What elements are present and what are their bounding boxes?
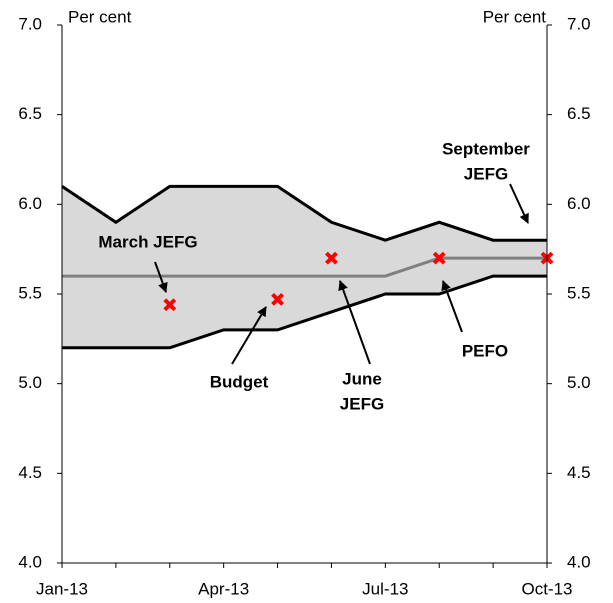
y-axis-label: Per cent [68, 7, 132, 26]
y-tick-label: 7.0 [18, 14, 42, 33]
annotation-arrow [441, 280, 463, 333]
x-tick-label: Jul-13 [362, 579, 408, 598]
line [62, 256, 547, 278]
annotation: June [342, 369, 382, 388]
marker [325, 251, 338, 265]
y2-tick-label: 5.0 [567, 373, 591, 392]
line [62, 274, 547, 350]
y2-axis-label: Per cent [483, 7, 547, 26]
line [61, 184, 547, 242]
y2-tick-label: 4.5 [567, 463, 591, 482]
y2-tick-label: 6.5 [567, 104, 591, 123]
annotation: JEFG [464, 164, 508, 183]
annotation-arrow [154, 261, 168, 293]
y-tick-label: 4.0 [18, 552, 42, 571]
annotation: JEFG [340, 394, 384, 413]
y2-tick-label: 7.0 [567, 14, 591, 33]
y-tick-label: 4.5 [18, 463, 42, 482]
y2-tick-label: 4.0 [567, 552, 591, 571]
x-tick-label: Oct-13 [521, 579, 572, 598]
y2-tick-label: 5.5 [567, 283, 591, 302]
y2-tick-label: 6.0 [567, 194, 591, 213]
y-tick-label: 6.0 [18, 194, 42, 213]
annotation: March JEFG [98, 232, 197, 251]
annotation-arrow [509, 183, 529, 224]
marker [432, 251, 446, 265]
annotation-arrow [338, 280, 371, 365]
annotation: September [442, 139, 530, 158]
y-tick-label: 6.5 [18, 104, 42, 123]
annotation: PEFO [462, 341, 508, 360]
y-tick-label: 5.0 [18, 373, 42, 392]
marker [163, 298, 177, 312]
annotation: Budget [210, 372, 269, 391]
x-tick-label: Apr-13 [198, 579, 249, 598]
x-tick-label: Jan-13 [36, 579, 88, 598]
y-tick-label: 5.5 [18, 283, 42, 302]
annotation-arrow [231, 306, 267, 365]
marker [271, 292, 284, 306]
